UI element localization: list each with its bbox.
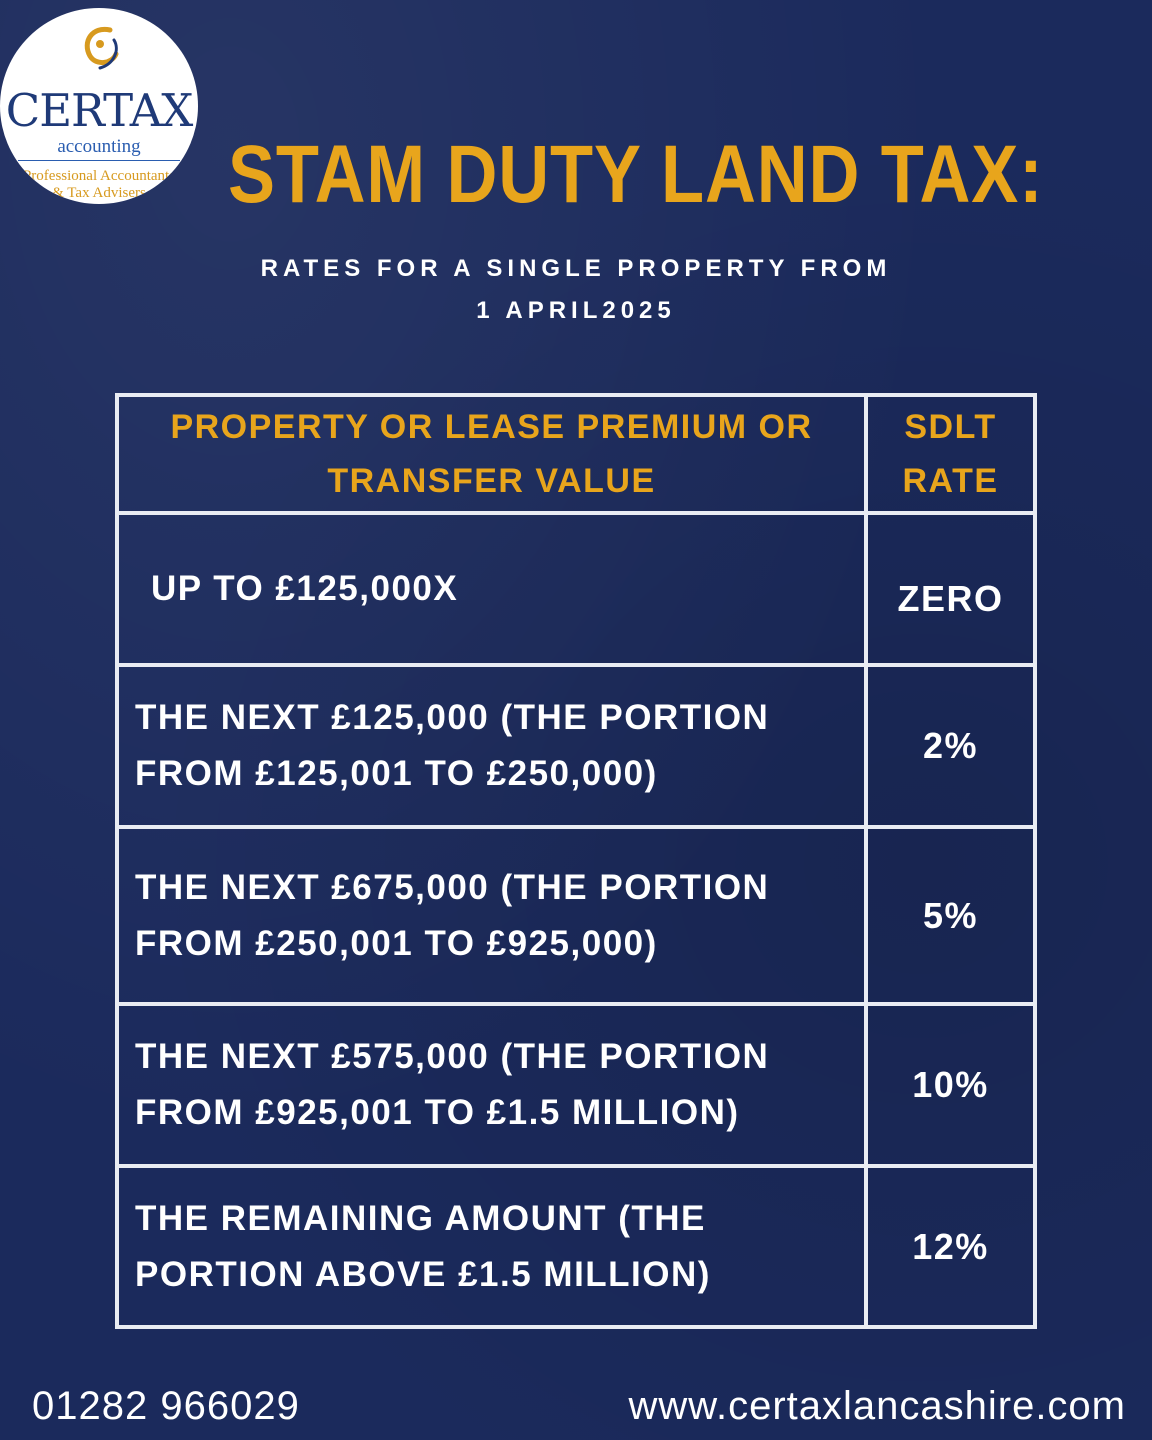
band-3-rate: 5% xyxy=(922,894,979,936)
phone-number: 01282 966029 xyxy=(32,1384,300,1428)
header-rate-cell: SDLT RATE xyxy=(868,397,1033,511)
row-divider xyxy=(119,663,1033,667)
subtitle-line-2: 1 APRIL2025 xyxy=(476,297,676,324)
band-3-rate-cell: 5% xyxy=(868,829,1033,1002)
logo-subname: accounting xyxy=(57,136,141,157)
logo-tagline-1: Professional Accountants xyxy=(22,168,176,184)
row-divider xyxy=(119,1002,1033,1006)
band-5-line-2: PORTION ABOVE £1.5 MILLION) xyxy=(135,1254,711,1294)
company-logo: CERTAX accounting Professional Accountan… xyxy=(0,8,198,204)
band-4-value-cell: THE NEXT £575,000 (THE PORTION FROM £925… xyxy=(119,1006,864,1164)
swirl-c-logo-icon xyxy=(84,26,119,70)
header-value-line-1: PROPERTY OR LEASE PREMIUM OR xyxy=(170,408,813,446)
band-2-rate: 2% xyxy=(922,725,979,766)
header-rate-line-2: RATE xyxy=(902,462,999,500)
logo-divider xyxy=(18,160,180,161)
band-4-rate-cell: 10% xyxy=(868,1006,1033,1164)
band-2-line-2: FROM £125,001 TO £250,000) xyxy=(135,754,658,793)
band-4-line-2: FROM £925,001 TO £1.5 MILLION) xyxy=(135,1093,740,1132)
website-url: www.certaxlancashire.com xyxy=(628,1384,1126,1428)
band-5-rate: 12% xyxy=(912,1225,989,1267)
header-value-line-2: TRANSFER VALUE xyxy=(327,462,656,500)
row-divider xyxy=(119,511,1033,515)
band-2-value-cell: THE NEXT £125,000 (THE PORTION FROM £125… xyxy=(119,667,864,825)
header-rate-line-1: SDLT xyxy=(904,408,997,446)
band-4-rate: 10% xyxy=(912,1064,989,1105)
logo-name: CERTAX xyxy=(5,84,193,137)
column-divider xyxy=(864,397,868,1325)
band-3-line-1: THE NEXT £675,000 (THE PORTION xyxy=(135,867,770,907)
header-value-cell: PROPERTY OR LEASE PREMIUM OR TRANSFER VA… xyxy=(119,397,864,511)
band-4-line-1: THE NEXT £575,000 (THE PORTION xyxy=(135,1037,770,1076)
subtitle-line-1: RATES FOR A SINGLE PROPERTY FROM xyxy=(260,255,892,282)
band-5-rate-cell: 12% xyxy=(868,1168,1033,1325)
band-1-value-cell: UP TO £125,000X xyxy=(119,515,864,663)
band-3-value-cell: THE NEXT £675,000 (THE PORTION FROM £250… xyxy=(119,829,864,1002)
band-5-line-1: THE REMAINING AMOUNT (THE xyxy=(135,1198,706,1238)
logo-tagline-2: & Tax Advisers xyxy=(52,185,146,201)
band-2-rate-cell: 2% xyxy=(868,667,1033,825)
sdlt-rates-table: PROPERTY OR LEASE PREMIUM OR TRANSFER VA… xyxy=(115,393,1037,1329)
band-5-value-cell: THE REMAINING AMOUNT (THE PORTION ABOVE … xyxy=(119,1168,864,1325)
row-divider xyxy=(119,1164,1033,1168)
band-1-rate-cell: ZERO xyxy=(868,515,1033,683)
band-3-line-2: FROM £250,001 TO £925,000) xyxy=(135,923,658,963)
band-1-rate: ZERO xyxy=(897,578,1004,619)
page-title: STAM DUTY LAND TAX: xyxy=(228,129,1044,220)
band-1-line-1: UP TO £125,000X xyxy=(151,569,459,608)
band-2-line-1: THE NEXT £125,000 (THE PORTION xyxy=(135,698,770,737)
page-subtitle: RATES FOR A SINGLE PROPERTY FROM 1 APRIL… xyxy=(0,248,1152,332)
row-divider xyxy=(119,825,1033,829)
